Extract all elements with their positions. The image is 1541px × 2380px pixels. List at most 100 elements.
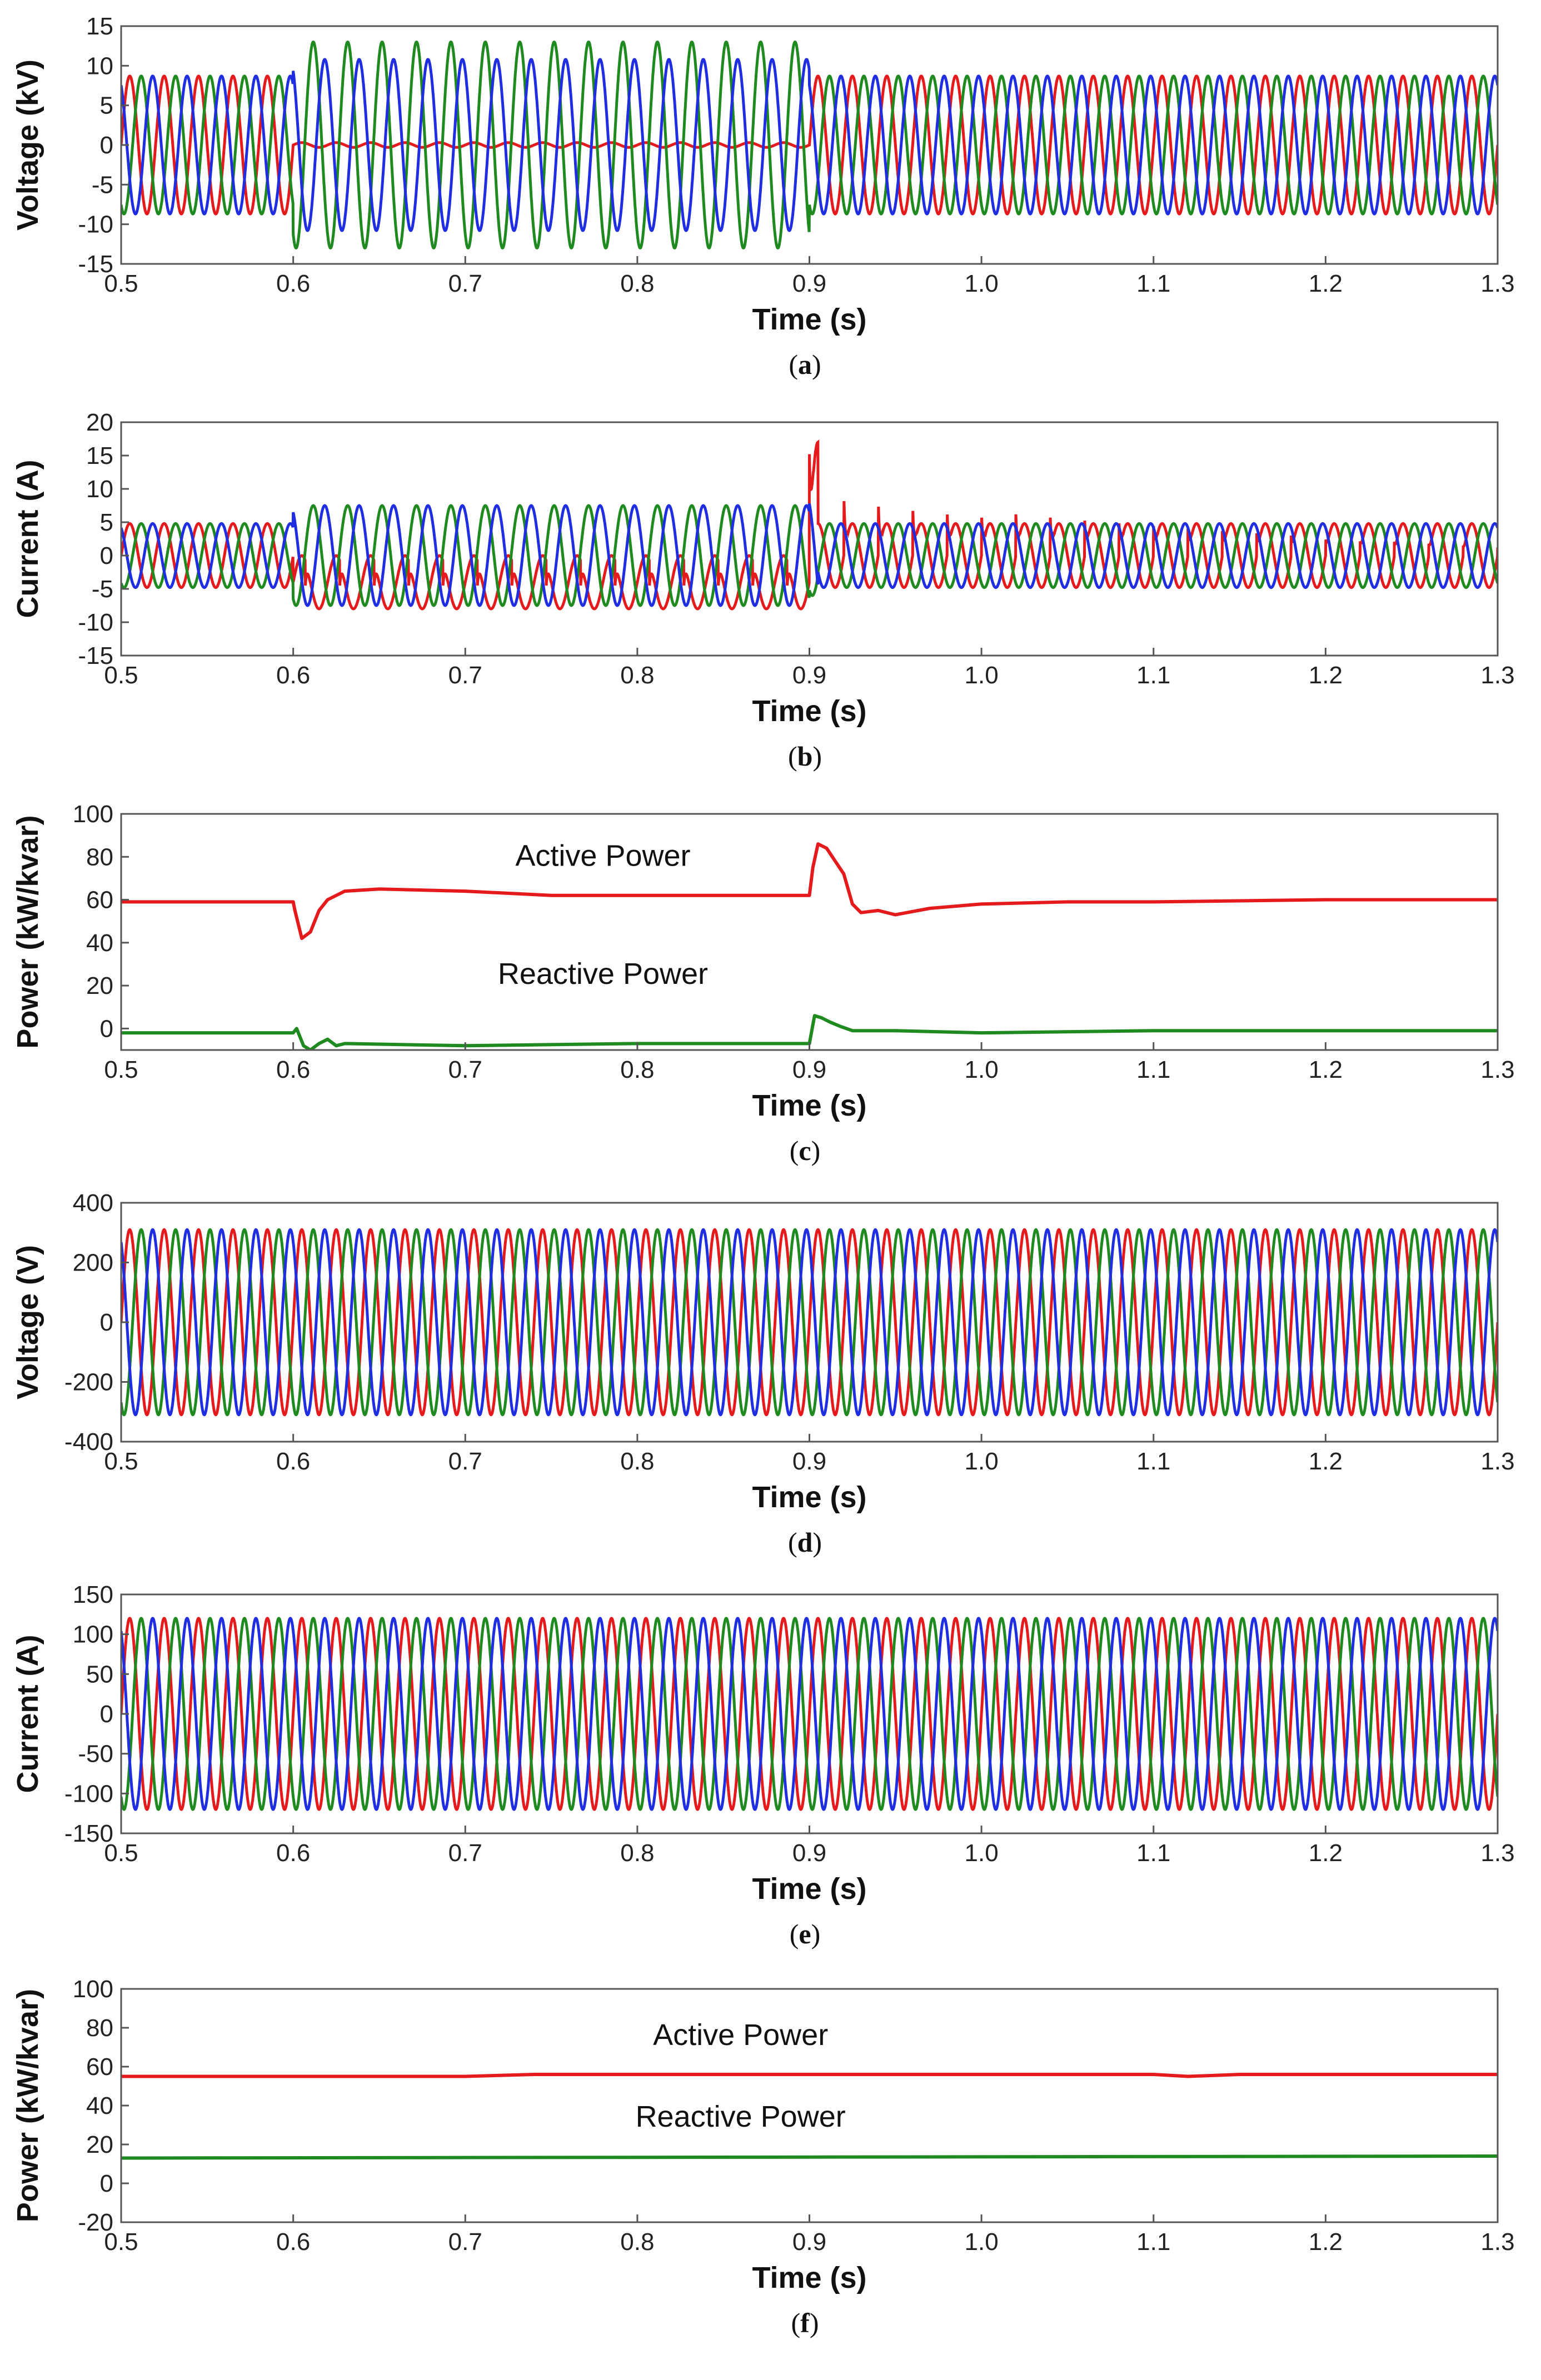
y-axis-label: Current (A) [11,1635,44,1793]
panel-caption: (a) [789,349,821,380]
panel-caption: (e) [790,1918,821,1949]
series-b-phase-2 [121,504,1498,607]
y-tick-label: -15 [78,251,113,278]
series-b-phase-1 [121,439,1498,611]
panel-caption: (c) [790,1135,821,1166]
x-tick-label: 1.0 [965,1448,999,1475]
series-a-phase-1 [121,74,1498,216]
x-axis-label: Time (s) [752,1872,866,1906]
x-axis-label: Time (s) [752,303,866,336]
y-tick-label: 15 [86,13,113,40]
x-tick-label: 1.2 [1309,2228,1343,2256]
panel-d: 0.5 0.6 0.7 0.8 0.9 1.0 1.1 1.2 1.3 400 200 0 -200 -4… [11,1189,1515,1558]
y-tick-label: 100 [73,801,113,828]
panel-a: 0.5 0.6 0.7 0.8 0.9 1.0 1.1 1.2 1.3 15 10 5 0 -5 -10 -1… [11,13,1515,380]
y-tick-label: -5 [92,576,113,603]
plot-area [121,439,1498,611]
x-tick-label: 0.5 [104,2228,138,2256]
x-tick-label: 1.1 [1136,2228,1170,2256]
series-active-power [121,842,1498,941]
annotation-reactive-power: Reactive Power [498,957,708,991]
y-tick-label: 60 [86,887,113,914]
x-tick-label: 0.6 [276,662,310,689]
y-tick-label: 40 [86,929,113,957]
x-tick-label: 1.0 [965,662,999,689]
y-tick-label: 80 [86,843,113,871]
y-tick-label: 0 [100,2170,113,2197]
y-tick-label: 60 [86,2053,113,2081]
y-tick-label: -200 [64,1369,113,1396]
y-tick-label: -50 [78,1741,113,1768]
x-tick-label: 0.8 [620,1839,654,1867]
x-tick-label: 1.0 [965,270,999,297]
y-tick-label: -5 [92,171,113,198]
y-tick-label: 50 [86,1661,113,1688]
x-tick-label: 0.9 [792,2228,826,2256]
series-active-power [121,2073,1498,2078]
y-axis-label: Voltage (kV) [11,59,44,231]
x-tick-label: 0.5 [104,1056,138,1083]
panel-b: 0.5 0.6 0.7 0.8 0.9 1.0 1.1 1.2 1.3 20 15 10 5 0 -5 -10… [11,409,1515,772]
x-axis-label: Time (s) [752,1481,866,1514]
y-tick-label: -10 [78,211,113,238]
series-a-phase-3 [121,58,1498,232]
series-d-phase-3 [121,1228,1498,1417]
x-tick-label: 0.6 [276,2228,310,2256]
y-tick-label: 0 [100,542,113,569]
y-axis-label: Power (kW/kvar) [11,1989,44,2222]
x-tick-label: 1.2 [1309,270,1343,297]
plot-frame [120,813,1499,1051]
y-tick-label: -20 [78,2209,113,2236]
panel-f: 0.5 0.6 0.7 0.8 0.9 1.0 1.1 1.2 1.3 100 80 60 40 20 0 -… [11,1976,1515,2338]
x-tick-label: 0.9 [792,1839,826,1867]
y-tick-label: 5 [100,509,113,536]
panel-e: 0.5 0.6 0.7 0.8 0.9 1.0 1.1 1.2 1.3 150 100 50 0 -50 -… [11,1581,1515,1949]
x-tick-label: 1.3 [1480,662,1514,689]
x-tick-label: 0.6 [276,270,310,297]
y-tick-label: 20 [86,972,113,999]
plot-area [121,1228,1498,1417]
x-tick-label: 1.3 [1480,1056,1514,1083]
x-tick-label: 1.2 [1309,1448,1343,1475]
x-tick-label: 1.2 [1309,662,1343,689]
panel-caption: (b) [788,741,822,772]
series-b-phase-3 [121,503,1498,607]
y-tick-label: 200 [73,1249,113,1277]
x-tick-label: 0.6 [276,1056,310,1083]
x-tick-label: 1.1 [1136,270,1170,297]
x-tick-label: 0.8 [620,1448,654,1475]
y-tick-label: -150 [64,1820,113,1847]
x-tick-label: 1.1 [1136,1839,1170,1867]
y-tick-label: 20 [86,2131,113,2158]
y-tick-label: -400 [64,1428,113,1456]
x-tick-label: 0.5 [104,270,138,297]
y-tick-label: 0 [100,1701,113,1728]
series-d-phase-2 [121,1228,1498,1417]
series-reactive-power [121,1014,1498,1050]
x-tick-label: 1.1 [1136,1056,1170,1083]
plot-area [121,41,1498,249]
plot-area [121,1617,1498,1811]
plot-area [121,2073,1498,2160]
x-axis-label: Time (s) [752,2261,866,2294]
y-tick-label: 0 [100,132,113,159]
series-e-phase-1 [121,1617,1498,1811]
y-tick-label: -10 [78,609,113,636]
x-tick-label: 0.7 [448,662,482,689]
annotation-reactive-power: Reactive Power [636,2100,846,2133]
y-tick-label: 400 [73,1189,113,1217]
x-tick-label: 1.1 [1136,662,1170,689]
series-a-phase-2 [121,41,1498,249]
panel-caption: (f) [791,2307,819,2338]
y-tick-label: 20 [86,409,113,436]
y-axis-label: Current (A) [11,460,44,618]
x-tick-label: 0.9 [792,1448,826,1475]
x-tick-label: 0.6 [276,1448,310,1475]
x-tick-label: 1.1 [1136,1448,1170,1475]
x-tick-label: 0.6 [276,1839,310,1867]
x-tick-label: 1.0 [965,2228,999,2256]
series-reactive-power [121,2154,1498,2160]
x-tick-label: 0.9 [792,1056,826,1083]
series-e-phase-2 [121,1617,1498,1811]
